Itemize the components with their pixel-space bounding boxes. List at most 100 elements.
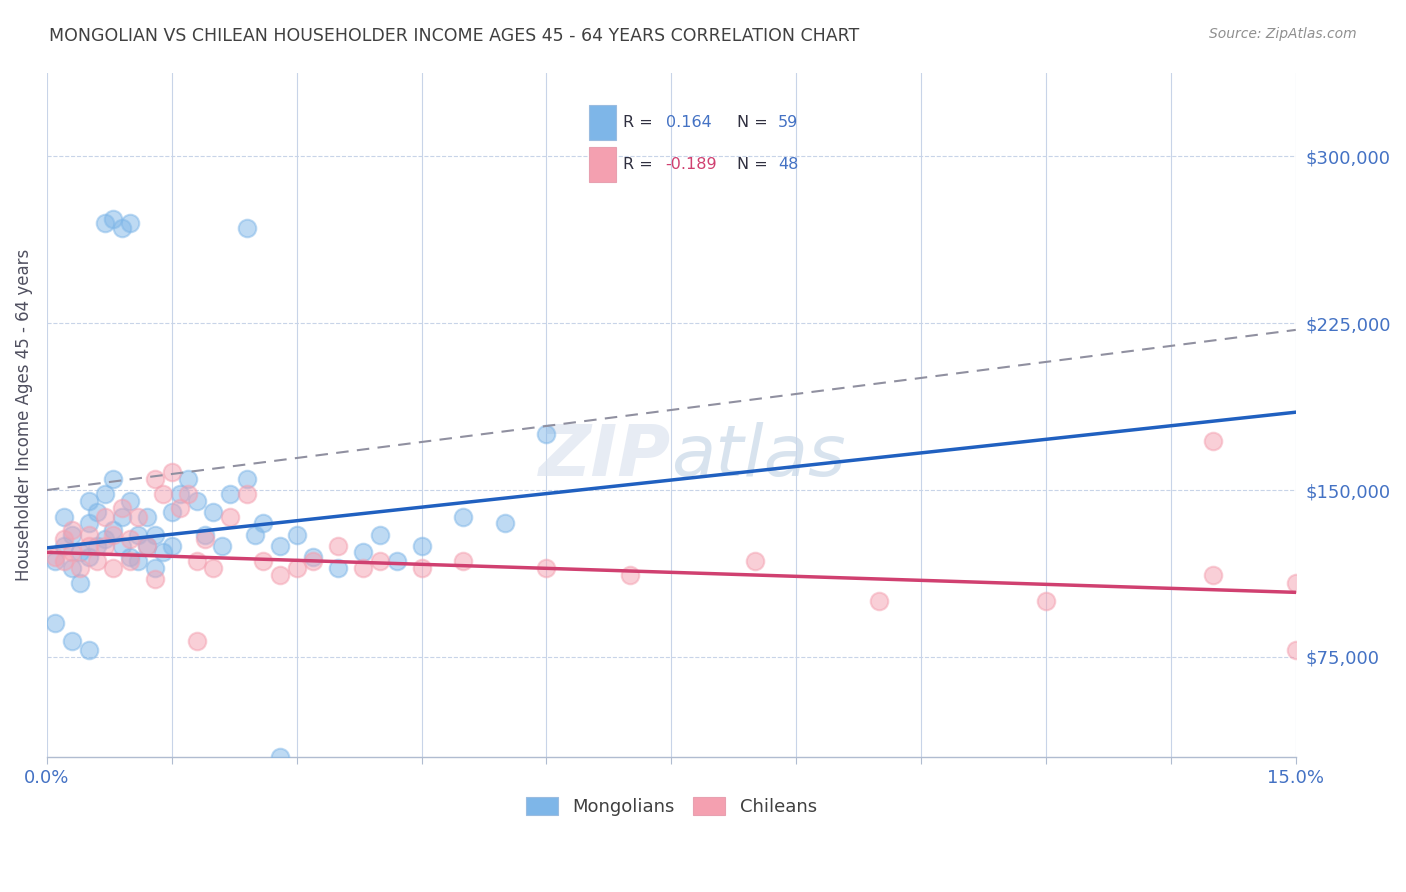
Text: ZIP: ZIP bbox=[538, 422, 671, 491]
Point bbox=[302, 554, 325, 568]
Point bbox=[69, 576, 91, 591]
Point bbox=[243, 527, 266, 541]
Point bbox=[135, 539, 157, 553]
Point bbox=[1201, 567, 1223, 582]
Point bbox=[120, 549, 142, 564]
Point bbox=[252, 554, 274, 568]
Text: R =: R = bbox=[623, 157, 658, 172]
Point bbox=[77, 549, 100, 564]
Point bbox=[368, 554, 391, 568]
Point bbox=[94, 487, 117, 501]
Point bbox=[120, 554, 142, 568]
Point bbox=[869, 594, 891, 608]
Point bbox=[619, 567, 641, 582]
Point bbox=[143, 527, 166, 541]
Point bbox=[103, 561, 125, 575]
Legend: Mongolians, Chileans: Mongolians, Chileans bbox=[519, 789, 824, 823]
Text: atlas: atlas bbox=[671, 422, 846, 491]
Point bbox=[52, 554, 75, 568]
Point bbox=[77, 527, 100, 541]
Point bbox=[1201, 434, 1223, 449]
Point bbox=[111, 220, 134, 235]
Text: N =: N = bbox=[737, 115, 773, 130]
Point bbox=[60, 561, 83, 575]
Point bbox=[368, 527, 391, 541]
Point bbox=[111, 500, 134, 515]
Point bbox=[219, 487, 242, 501]
Point bbox=[302, 549, 325, 564]
Point bbox=[143, 561, 166, 575]
Point bbox=[352, 545, 374, 559]
Point bbox=[44, 554, 66, 568]
Point bbox=[103, 211, 125, 226]
Text: 0.164: 0.164 bbox=[666, 115, 711, 130]
Point bbox=[169, 500, 191, 515]
Point bbox=[86, 554, 108, 568]
Point bbox=[160, 539, 183, 553]
Point bbox=[60, 527, 83, 541]
Point bbox=[44, 549, 66, 564]
Point bbox=[152, 545, 174, 559]
Point bbox=[120, 532, 142, 546]
Point bbox=[186, 554, 208, 568]
Y-axis label: Householder Income Ages 45 - 64 years: Householder Income Ages 45 - 64 years bbox=[15, 249, 32, 581]
Point bbox=[211, 539, 233, 553]
Point bbox=[94, 509, 117, 524]
Point bbox=[135, 509, 157, 524]
Point bbox=[86, 539, 108, 553]
Point bbox=[219, 509, 242, 524]
Point bbox=[202, 505, 225, 519]
Text: 48: 48 bbox=[778, 157, 799, 172]
Point bbox=[536, 427, 558, 442]
Point bbox=[69, 561, 91, 575]
Point bbox=[60, 545, 83, 559]
Point bbox=[252, 516, 274, 531]
Point bbox=[202, 561, 225, 575]
Point bbox=[451, 509, 474, 524]
Point bbox=[103, 472, 125, 486]
Point bbox=[60, 634, 83, 648]
Point bbox=[177, 487, 200, 501]
Point bbox=[160, 465, 183, 479]
Point bbox=[94, 216, 117, 230]
Point bbox=[143, 572, 166, 586]
Point bbox=[1285, 643, 1308, 657]
Point bbox=[451, 554, 474, 568]
Point bbox=[103, 527, 125, 541]
Point bbox=[94, 539, 117, 553]
Point bbox=[77, 643, 100, 657]
Point bbox=[411, 561, 433, 575]
Point bbox=[536, 561, 558, 575]
Text: MONGOLIAN VS CHILEAN HOUSEHOLDER INCOME AGES 45 - 64 YEARS CORRELATION CHART: MONGOLIAN VS CHILEAN HOUSEHOLDER INCOME … bbox=[49, 27, 859, 45]
Point bbox=[235, 220, 257, 235]
Point bbox=[186, 634, 208, 648]
Point bbox=[86, 505, 108, 519]
Point bbox=[269, 539, 291, 553]
Point bbox=[152, 487, 174, 501]
Point bbox=[1035, 594, 1057, 608]
Point bbox=[120, 216, 142, 230]
Point bbox=[177, 472, 200, 486]
Point bbox=[285, 527, 308, 541]
Point bbox=[160, 505, 183, 519]
Text: -0.189: -0.189 bbox=[666, 157, 717, 172]
Point bbox=[135, 539, 157, 553]
Point bbox=[194, 532, 217, 546]
Point bbox=[186, 494, 208, 508]
Point bbox=[169, 487, 191, 501]
Text: 59: 59 bbox=[778, 115, 799, 130]
Point bbox=[328, 539, 350, 553]
Point bbox=[352, 561, 374, 575]
Point bbox=[194, 527, 217, 541]
Point bbox=[127, 509, 149, 524]
Text: Source: ZipAtlas.com: Source: ZipAtlas.com bbox=[1209, 27, 1357, 41]
Point bbox=[127, 554, 149, 568]
Point bbox=[143, 472, 166, 486]
Point bbox=[69, 545, 91, 559]
Point bbox=[1285, 576, 1308, 591]
Point bbox=[120, 494, 142, 508]
Point bbox=[285, 561, 308, 575]
Point bbox=[111, 539, 134, 553]
Point bbox=[385, 554, 408, 568]
Text: N =: N = bbox=[737, 157, 773, 172]
